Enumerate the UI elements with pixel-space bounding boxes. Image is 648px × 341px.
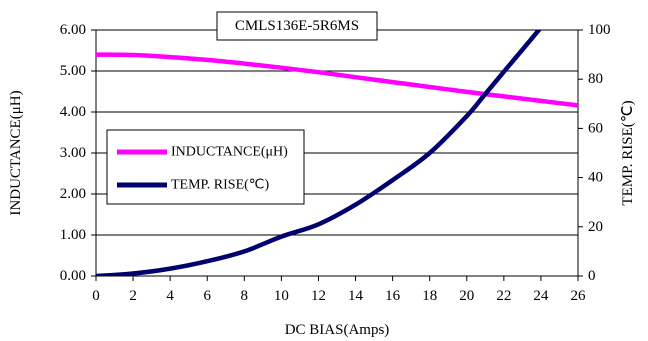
y-left-tick-label: 6.00 [60, 22, 86, 38]
x-tick-label: 20 [459, 288, 474, 304]
x-tick-label: 4 [166, 288, 174, 304]
y-left-tick-label: 3.00 [60, 145, 86, 161]
x-tick-label: 18 [422, 288, 437, 304]
x-tick-label: 0 [92, 288, 100, 304]
y-left-tick-label: 1.00 [60, 227, 86, 243]
right-y-axis-title: TEMP. RISE(℃) [620, 100, 636, 205]
legend-frame [107, 130, 304, 204]
x-tick-label: 14 [348, 288, 364, 304]
legend-label-temp-rise: TEMP. RISE(℃) [171, 178, 270, 193]
x-tick-label: 6 [203, 288, 211, 304]
y-left-tick-label: 0.00 [60, 268, 86, 284]
y-right-tick-label: 40 [588, 170, 603, 186]
chart-title-box: CMLS136E-5R6MS [217, 12, 377, 40]
x-tick-label: 16 [385, 288, 401, 304]
y-right-tick-label: 80 [588, 71, 603, 87]
y-left-tick-label: 4.00 [60, 104, 86, 120]
x-tick-label: 12 [311, 288, 326, 304]
y-left-tick-label: 5.00 [60, 63, 86, 79]
y-right-tick-label: 100 [588, 22, 611, 38]
x-tick-label: 10 [274, 288, 289, 304]
chart-title: CMLS136E-5R6MS [235, 18, 359, 34]
x-axis-title: DC BIAS(Amps) [285, 322, 390, 338]
y-right-tick-label: 0 [588, 268, 596, 284]
x-tick-label: 26 [571, 288, 587, 304]
y-right-tick-label: 20 [588, 219, 603, 235]
legend: INDUCTANCE(μH) TEMP. RISE(℃) [107, 130, 304, 204]
y-left-tick-label: 2.00 [60, 186, 86, 202]
x-tick-label: 2 [129, 288, 137, 304]
x-tick-label: 22 [496, 288, 511, 304]
x-tick-label: 8 [241, 288, 249, 304]
x-tick-label: 24 [533, 288, 549, 304]
y-right-tick-label: 60 [588, 120, 603, 136]
left-y-axis-title: INDUCTANCE(μH) [8, 90, 24, 215]
legend-label-inductance: INDUCTANCE(μH) [171, 145, 288, 160]
series-line-0 [96, 55, 578, 106]
